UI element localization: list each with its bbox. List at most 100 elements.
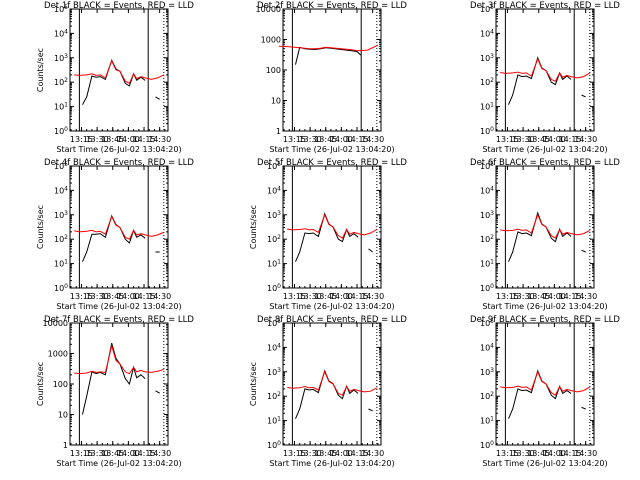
y-tick-label: 104 bbox=[267, 342, 281, 352]
series-lld-line bbox=[287, 370, 378, 396]
x-tick-label: 13:45 bbox=[527, 135, 550, 144]
y-tick-label: 100 bbox=[267, 440, 281, 450]
y-tick-label: 104 bbox=[480, 342, 494, 352]
y-tick-label: 104 bbox=[54, 185, 68, 195]
x-tick-label: 13:45 bbox=[101, 292, 124, 301]
panel-title: Det 8f BLACK = Events, RED = LLD bbox=[257, 315, 407, 325]
x-tick-label: 13:30 bbox=[512, 135, 535, 144]
x-tick-label: 14:00 bbox=[543, 449, 566, 458]
y-tick-label: 100 bbox=[480, 126, 494, 136]
x-axis-label: Start Time (26-Jul-02 13:04:20) bbox=[269, 459, 394, 468]
panel-title: Det 7f BLACK = Events, RED = LLD bbox=[44, 315, 194, 325]
y-tick-label: 100 bbox=[54, 283, 68, 293]
y-tick-label: 100 bbox=[53, 380, 68, 389]
panel-title: Det 9f BLACK = Events, RED = LLD bbox=[470, 315, 620, 325]
x-tick-label: 14:30 bbox=[148, 292, 171, 301]
series-events-line bbox=[82, 342, 160, 415]
x-tick-label: 14:15 bbox=[345, 449, 368, 458]
x-tick-label: 13:30 bbox=[512, 449, 535, 458]
x-tick-label: 14:30 bbox=[361, 449, 384, 458]
plot-frame bbox=[69, 322, 169, 446]
y-tick-label: 102 bbox=[480, 391, 494, 401]
plot-frame bbox=[282, 322, 382, 446]
x-tick-label: 14:15 bbox=[558, 292, 581, 301]
y-tick-label: 100 bbox=[267, 283, 281, 293]
panel-title: Det 5f BLACK = Events, RED = LLD bbox=[257, 158, 407, 168]
x-tick-label: 14:15 bbox=[132, 449, 155, 458]
x-tick-label: 13:30 bbox=[299, 292, 322, 301]
x-tick-label: 14:00 bbox=[117, 449, 140, 458]
y-tick-label: 1 bbox=[63, 441, 68, 450]
x-tick-label: 13:30 bbox=[512, 292, 535, 301]
x-axis-label: Start Time (26-Jul-02 13:04:20) bbox=[269, 145, 394, 154]
series-lld-line bbox=[500, 213, 591, 239]
y-tick-label: 104 bbox=[480, 185, 494, 195]
y-tick-label: 100 bbox=[480, 440, 494, 450]
x-tick-label: 13:30 bbox=[86, 449, 109, 458]
panel-title: Det 1f BLACK = Events, RED = LLD bbox=[44, 1, 194, 11]
x-tick-label: 13:30 bbox=[299, 449, 322, 458]
series-lld-line bbox=[74, 215, 164, 240]
x-tick-label: 14:30 bbox=[361, 135, 384, 144]
x-tick-label: 14:30 bbox=[148, 449, 171, 458]
series-lld-line bbox=[287, 213, 378, 239]
y-tick-label: 100 bbox=[54, 126, 68, 136]
x-tick-label: 13:30 bbox=[86, 292, 109, 301]
y-tick-label: 102 bbox=[54, 234, 68, 244]
x-tick-label: 13:15 bbox=[496, 449, 519, 458]
x-tick-label: 13:15 bbox=[283, 449, 306, 458]
series-lld-line bbox=[500, 57, 591, 82]
y-axis-label: Counts/sec bbox=[36, 48, 45, 92]
y-tick-label: 104 bbox=[267, 185, 281, 195]
y-tick-label: 101 bbox=[54, 259, 68, 269]
x-axis-label: Start Time (26-Jul-02 13:04:20) bbox=[56, 145, 181, 154]
y-tick-label: 10000 bbox=[256, 5, 281, 14]
y-tick-label: 103 bbox=[480, 53, 494, 63]
x-axis-label: Start Time (26-Jul-02 13:04:20) bbox=[482, 459, 607, 468]
y-tick-label: 105 bbox=[480, 161, 494, 171]
y-tick-label: 105 bbox=[54, 4, 68, 14]
detector-panel-1: Det 1f BLACK = Events, RED = LLD 100 101 10… bbox=[36, 1, 194, 154]
detector-panel-4: Det 4f BLACK = Events, RED = LLD 100 101 10… bbox=[36, 158, 194, 311]
x-tick-label: 13:45 bbox=[101, 135, 124, 144]
y-tick-label: 103 bbox=[267, 367, 281, 377]
x-tick-label: 13:45 bbox=[314, 292, 337, 301]
x-axis-label: Start Time (26-Jul-02 13:04:20) bbox=[56, 302, 181, 311]
y-tick-label: 105 bbox=[267, 161, 281, 171]
x-tick-label: 13:30 bbox=[299, 135, 322, 144]
series-lld-line bbox=[500, 370, 591, 396]
y-tick-label: 101 bbox=[54, 102, 68, 112]
y-tick-label: 103 bbox=[54, 53, 68, 63]
x-tick-label: 13:45 bbox=[314, 135, 337, 144]
x-tick-label: 13:45 bbox=[527, 292, 550, 301]
x-tick-label: 14:15 bbox=[345, 292, 368, 301]
y-tick-label: 102 bbox=[480, 234, 494, 244]
y-tick-label: 10 bbox=[271, 97, 281, 106]
y-tick-label: 105 bbox=[480, 318, 494, 328]
x-tick-label: 13:45 bbox=[527, 449, 550, 458]
panel-title: Det 4f BLACK = Events, RED = LLD bbox=[44, 158, 194, 168]
y-tick-label: 1 bbox=[276, 127, 281, 136]
x-tick-label: 14:15 bbox=[132, 292, 155, 301]
x-axis-label: Start Time (26-Jul-02 13:04:20) bbox=[482, 302, 607, 311]
y-tick-label: 100 bbox=[480, 283, 494, 293]
x-tick-label: 14:15 bbox=[345, 135, 368, 144]
y-tick-label: 102 bbox=[267, 391, 281, 401]
x-tick-label: 13:15 bbox=[70, 292, 93, 301]
y-tick-label: 105 bbox=[267, 318, 281, 328]
x-tick-label: 13:15 bbox=[70, 135, 93, 144]
x-tick-label: 14:30 bbox=[361, 292, 384, 301]
panel-title: Det 6f BLACK = Events, RED = LLD bbox=[470, 158, 620, 168]
y-axis-label: Counts/sec bbox=[249, 205, 258, 249]
plot-frame bbox=[282, 165, 382, 289]
plot-frame bbox=[69, 165, 169, 289]
x-tick-label: 14:15 bbox=[558, 135, 581, 144]
x-tick-label: 14:00 bbox=[117, 292, 140, 301]
y-tick-label: 105 bbox=[54, 161, 68, 171]
y-axis-label: Counts/sec bbox=[36, 362, 45, 406]
x-tick-label: 14:00 bbox=[543, 135, 566, 144]
x-axis-label: Start Time (26-Jul-02 13:04:20) bbox=[482, 145, 607, 154]
y-tick-label: 102 bbox=[54, 77, 68, 87]
y-tick-label: 103 bbox=[480, 210, 494, 220]
